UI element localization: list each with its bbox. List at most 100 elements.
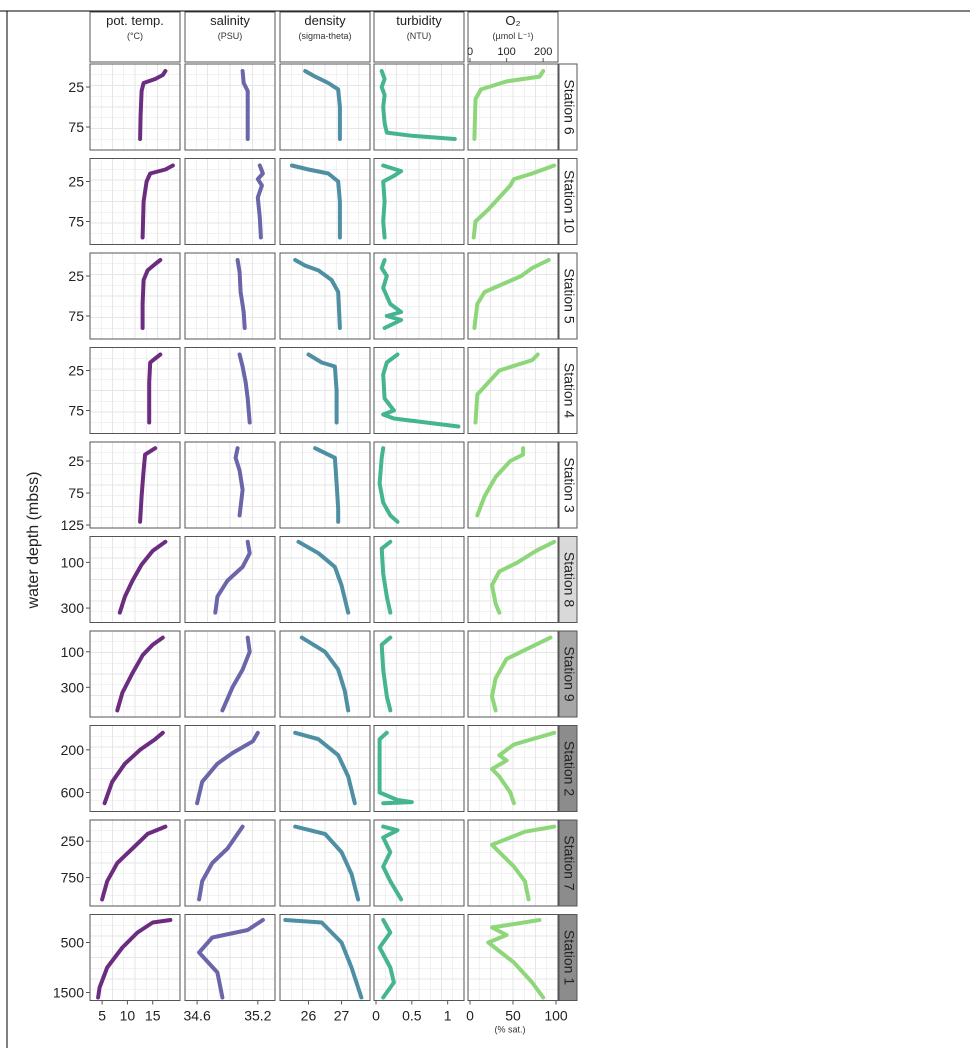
o2-top-tick-label: 100: [497, 46, 515, 58]
profile-line-density: [296, 539, 351, 615]
y-tick-label: 750: [61, 870, 85, 886]
header-title-oxygen: O₂: [505, 13, 520, 28]
panel-border: [467, 158, 559, 245]
panel-border: [279, 630, 371, 718]
panel-density: [279, 158, 371, 245]
y-tick-label: 250: [61, 833, 85, 849]
y-tick-label: 75: [68, 403, 84, 419]
header-box-turbidity: [373, 11, 465, 63]
panel-oxygen: [467, 347, 559, 434]
panel-border: [279, 158, 371, 245]
header-box-oxygen: [467, 11, 559, 63]
panel-density: [279, 441, 371, 529]
profile-line-oxygen: [475, 446, 526, 518]
panel-border: [467, 725, 559, 812]
x-tick-label-turbidity: 0: [372, 1008, 380, 1024]
station-panels: 25 75 25 75 25 75 25 75 25 75 125 100 300 100 300 200 60…: [53, 63, 559, 1001]
header-box-salinity: [184, 11, 276, 63]
profile-line-turbidity: [381, 824, 404, 902]
panel-turbidity: [373, 441, 465, 529]
profile-line-oxygen: [490, 824, 557, 902]
profile-line-density: [289, 163, 342, 240]
panel-turbidity: [373, 347, 465, 434]
panel-temp: [89, 347, 181, 434]
panel-oxygen: [467, 441, 559, 529]
profile-line-density: [293, 824, 361, 902]
panel-border: [279, 441, 371, 529]
panel-temp: [89, 441, 181, 529]
station-label: Station 8: [561, 552, 577, 607]
panel-border: [279, 819, 371, 907]
panel-oxygen: [467, 725, 559, 812]
panel-temp: [89, 252, 181, 340]
station-label: Station 1: [561, 930, 577, 985]
station-label: Station 9: [561, 646, 577, 701]
profile-line-turbidity: [381, 163, 404, 240]
profile-line-turbidity: [379, 635, 393, 713]
panel-border: [89, 63, 181, 151]
panel-border: [467, 441, 559, 529]
panel-density: [279, 630, 371, 718]
header-unit-density: (sigma-theta): [298, 31, 351, 41]
profile-line-salinity: [240, 69, 250, 141]
panel-border: [373, 914, 465, 1001]
panel-turbidity: [373, 158, 465, 245]
panel-salinity: [184, 536, 276, 623]
y-tick-label: 200: [61, 742, 85, 758]
header-unit-salinity: (PSU): [218, 31, 243, 41]
panel-border: [467, 819, 559, 907]
profile-line-turbidity: [381, 352, 461, 429]
station-strip: [558, 252, 578, 340]
y-axis-title: water depth (mbss): [25, 472, 42, 610]
header-unit-turbidity: (NTU): [407, 31, 432, 41]
profile-line-temp: [147, 352, 163, 425]
panel-salinity: [184, 252, 276, 340]
x-tick-label-density: 27: [334, 1008, 350, 1024]
panel-border: [279, 725, 371, 812]
panel-border: [89, 441, 181, 529]
panel-temp: [89, 819, 181, 907]
panel-oxygen: [467, 536, 559, 623]
y-tick-label: 75: [68, 214, 84, 230]
panel-border: [184, 536, 276, 623]
panel-border: [373, 630, 465, 718]
station-label: Station 10: [561, 170, 577, 233]
panel-border: [279, 536, 371, 623]
panel-turbidity: [373, 819, 465, 907]
panel-oxygen: [467, 252, 559, 340]
y-tick-label: 75: [68, 485, 84, 501]
profile-line-density: [313, 446, 341, 524]
profile-line-salinity: [220, 635, 252, 713]
header-unit-temp: (°C): [127, 31, 143, 41]
y-tick-label: 500: [61, 935, 85, 951]
y-tick-label: 25: [68, 453, 84, 469]
panel-border: [373, 252, 465, 340]
panel-border: [373, 725, 465, 812]
bottom-x-axis: 5 10 15 34.6 35.2 26 27 0 0.5 1 0 50 100(% sat.): [98, 1000, 568, 1035]
panel-temp: [89, 725, 181, 812]
panel-border: [89, 536, 181, 623]
profile-line-oxygen: [472, 258, 551, 330]
panel-border: [373, 441, 465, 529]
panel-border: [279, 63, 371, 151]
panel-border: [279, 252, 371, 340]
x-tick-label-density: 26: [301, 1008, 317, 1024]
y-tick-label: 600: [61, 785, 85, 801]
panel-oxygen: [467, 914, 559, 1001]
panel-oxygen: [467, 630, 559, 718]
panel-border: [467, 347, 559, 434]
panel-border: [184, 252, 276, 340]
panel-border: [89, 630, 181, 718]
panel-density: [279, 536, 371, 623]
x-tick-label-temp: 10: [120, 1008, 136, 1024]
y-tick-label: 300: [61, 600, 85, 616]
profile-line-oxygen: [490, 730, 557, 806]
panel-border: [467, 63, 559, 151]
panel-border: [373, 819, 465, 907]
profile-line-salinity: [233, 446, 245, 518]
y-tick-label: 100: [61, 554, 85, 570]
panel-border: [89, 819, 181, 907]
station-strip: [558, 536, 578, 623]
panel-temp: [89, 630, 181, 718]
